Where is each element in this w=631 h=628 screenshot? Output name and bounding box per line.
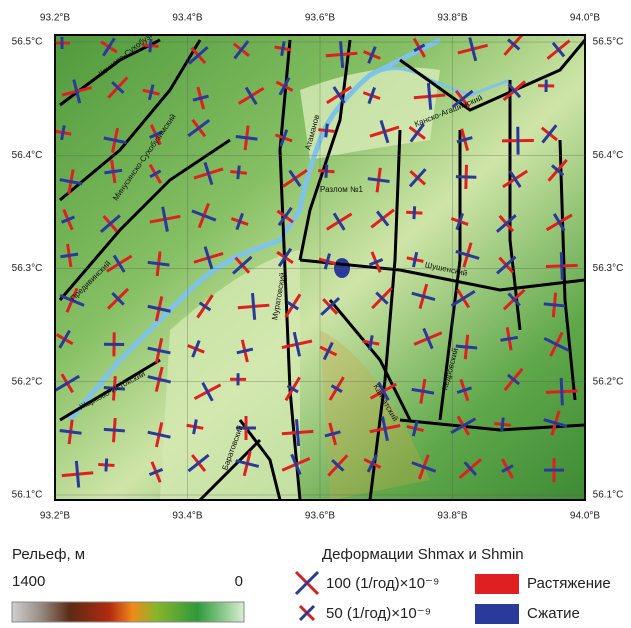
compression-bar <box>341 41 343 68</box>
compression-bar <box>297 419 299 446</box>
map-figure: Кочково-Сухобузимский Минусинско-Сухобуз… <box>0 0 631 628</box>
compression-label: Сжатие <box>527 605 580 622</box>
extension-label: Растяжение <box>527 575 611 592</box>
relief-title: Рельеф, м <box>12 546 85 563</box>
compression-bar <box>238 166 239 180</box>
lon-label: 93.6°В <box>305 511 335 522</box>
lon-label: 93.8°В <box>437 13 467 24</box>
lat-label: 56.1°С <box>12 490 43 501</box>
compression-bar <box>544 304 565 306</box>
lon-label: 93.4°В <box>172 511 202 522</box>
lon-label: 93.2°В <box>40 511 70 522</box>
lat-label: 56.3°С <box>12 263 43 274</box>
lon-label: 94.0°В <box>570 13 600 24</box>
lon-label: 93.2°В <box>40 13 70 24</box>
fault-label: Разлом №1 <box>320 185 364 194</box>
compression-bar <box>326 165 327 178</box>
compression-bar <box>104 429 125 430</box>
relief-min: 0 <box>235 573 243 590</box>
lon-label: 93.4°В <box>172 13 202 24</box>
lat-label: 56.5°С <box>593 37 624 48</box>
compression-bar <box>561 252 562 279</box>
lat-label: 56.4°С <box>593 150 624 161</box>
lat-label: 56.3°С <box>593 263 624 274</box>
lon-label: 93.6°В <box>305 13 335 24</box>
compression-bar <box>456 346 477 348</box>
relief-colorbar <box>12 602 244 622</box>
lat-label: 56.2°С <box>593 376 624 387</box>
compression-bar <box>326 124 328 138</box>
scale-50-icon <box>300 606 314 620</box>
lat-label: 56.4°С <box>12 150 43 161</box>
scale-50-label: 50 (1/год)×10⁻⁹ <box>326 605 431 622</box>
deformation-title: Деформации Shmax и Shmin <box>322 546 524 563</box>
compression-bar <box>502 418 503 432</box>
scale-100-icon <box>296 572 318 594</box>
extension-swatch <box>475 574 519 594</box>
lat-label: 56.2°С <box>12 376 43 387</box>
compression-swatch <box>475 604 519 624</box>
compression-bar <box>106 458 107 471</box>
scale-100-label: 100 (1/год)×10⁻⁹ <box>326 575 439 592</box>
compression-bar <box>414 206 415 219</box>
lat-label: 56.1°С <box>593 490 624 501</box>
compression-bar <box>456 177 476 178</box>
map-area: Кочково-Сухобузимский Минусинско-Сухобуз… <box>54 16 585 500</box>
lon-label: 93.8°В <box>437 511 467 522</box>
lat-label: 56.5°С <box>12 37 43 48</box>
compression-bar <box>561 378 562 405</box>
relief-max: 1400 <box>12 573 45 590</box>
legend: Рельеф, м 1400 0 Деформации Shmax и Shmi… <box>12 546 611 624</box>
lon-label: 94.0°В <box>570 511 600 522</box>
lake <box>334 258 350 278</box>
